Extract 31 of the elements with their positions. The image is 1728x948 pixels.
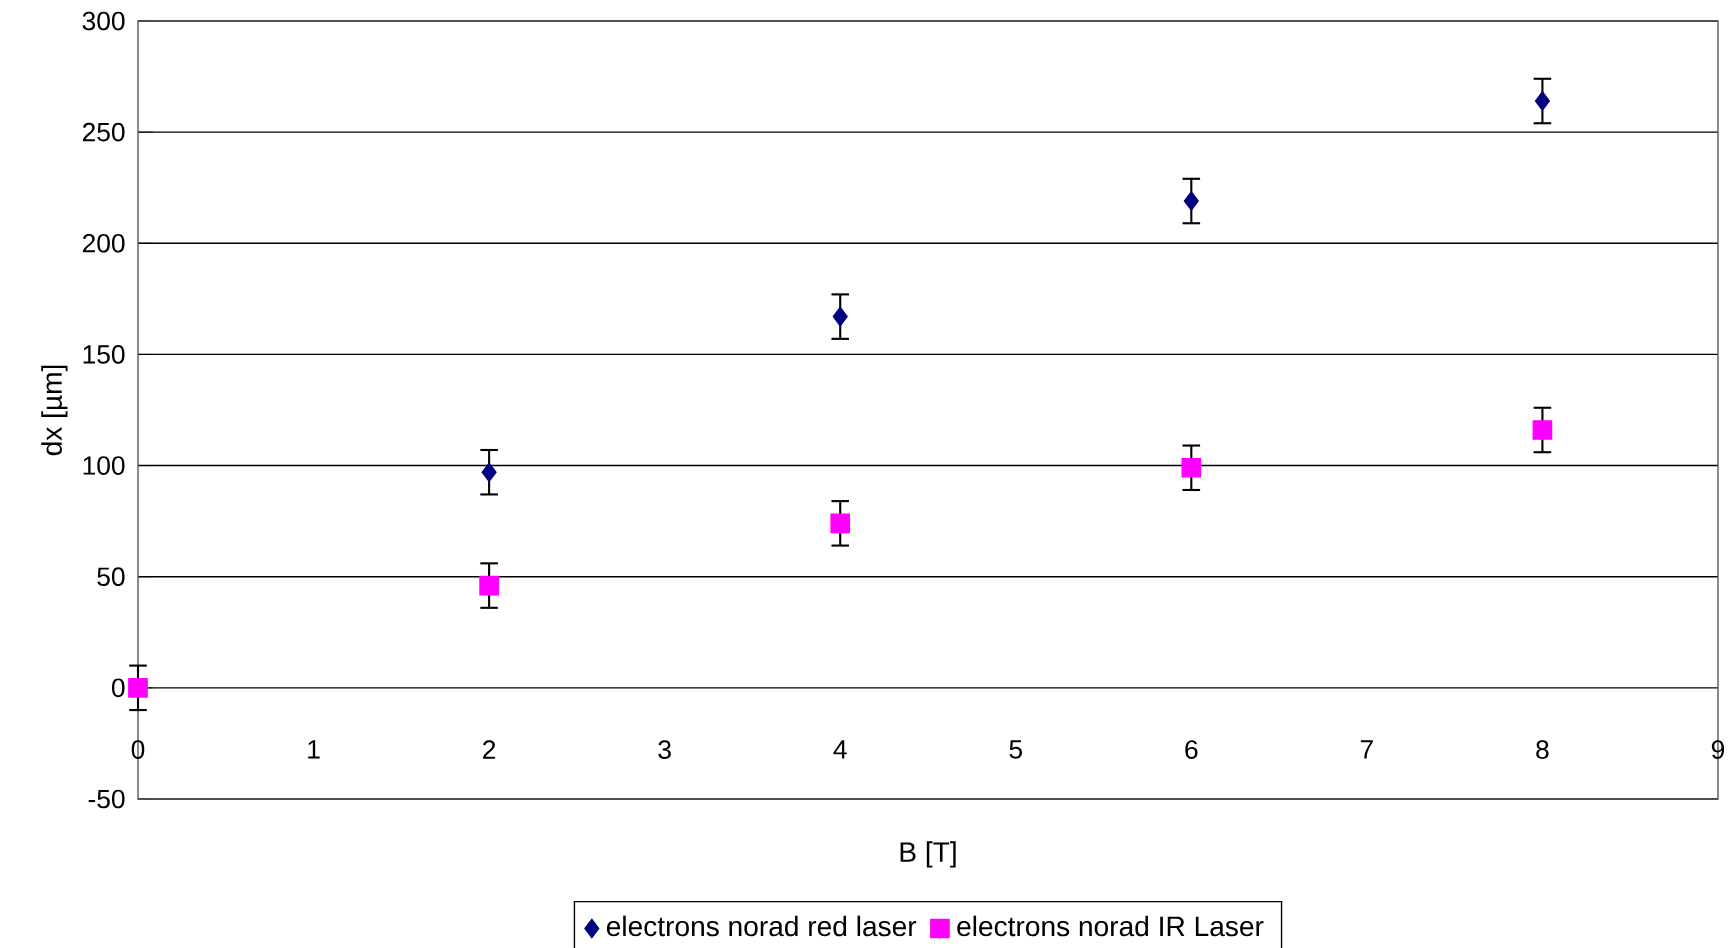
point xyxy=(128,677,148,698)
x-tick-label: 6 xyxy=(1185,740,1198,759)
y-tick-label: 300 xyxy=(82,11,125,31)
x-tick-label: 8 xyxy=(1536,740,1549,759)
point xyxy=(830,513,851,534)
x-tick-label: 2 xyxy=(483,740,496,759)
x-tick-label: 0 xyxy=(131,740,145,759)
y-tick-label: 0 xyxy=(111,678,125,698)
point xyxy=(832,306,848,327)
y-tick-label: 150 xyxy=(83,345,125,364)
x-tick-label: 5 xyxy=(1009,740,1022,759)
x-tick-label: 7 xyxy=(1360,740,1373,759)
x-tick-label: 9 xyxy=(1711,740,1725,759)
point xyxy=(481,462,497,483)
point xyxy=(479,575,499,596)
y-axis-title: dx [µm] xyxy=(41,365,68,456)
y-tick-label: -50 xyxy=(88,789,125,809)
legend-label: electrons norad red laser xyxy=(606,915,917,937)
x-tick-label: 3 xyxy=(658,740,671,759)
point xyxy=(1181,457,1202,478)
y-tick-label: 100 xyxy=(83,456,125,475)
x-axis-title: B [T] xyxy=(900,841,956,868)
point xyxy=(1532,420,1553,440)
y-tick-label: 50 xyxy=(97,567,125,587)
y-tick-label: 250 xyxy=(82,122,125,142)
x-tick-label: 4 xyxy=(833,740,847,759)
x-tick-label: 1 xyxy=(308,740,320,759)
legend-label: electrons norad IR Laser xyxy=(957,915,1264,937)
y-tick-label: 200 xyxy=(82,233,125,253)
point xyxy=(1534,91,1550,111)
point xyxy=(1183,191,1199,211)
